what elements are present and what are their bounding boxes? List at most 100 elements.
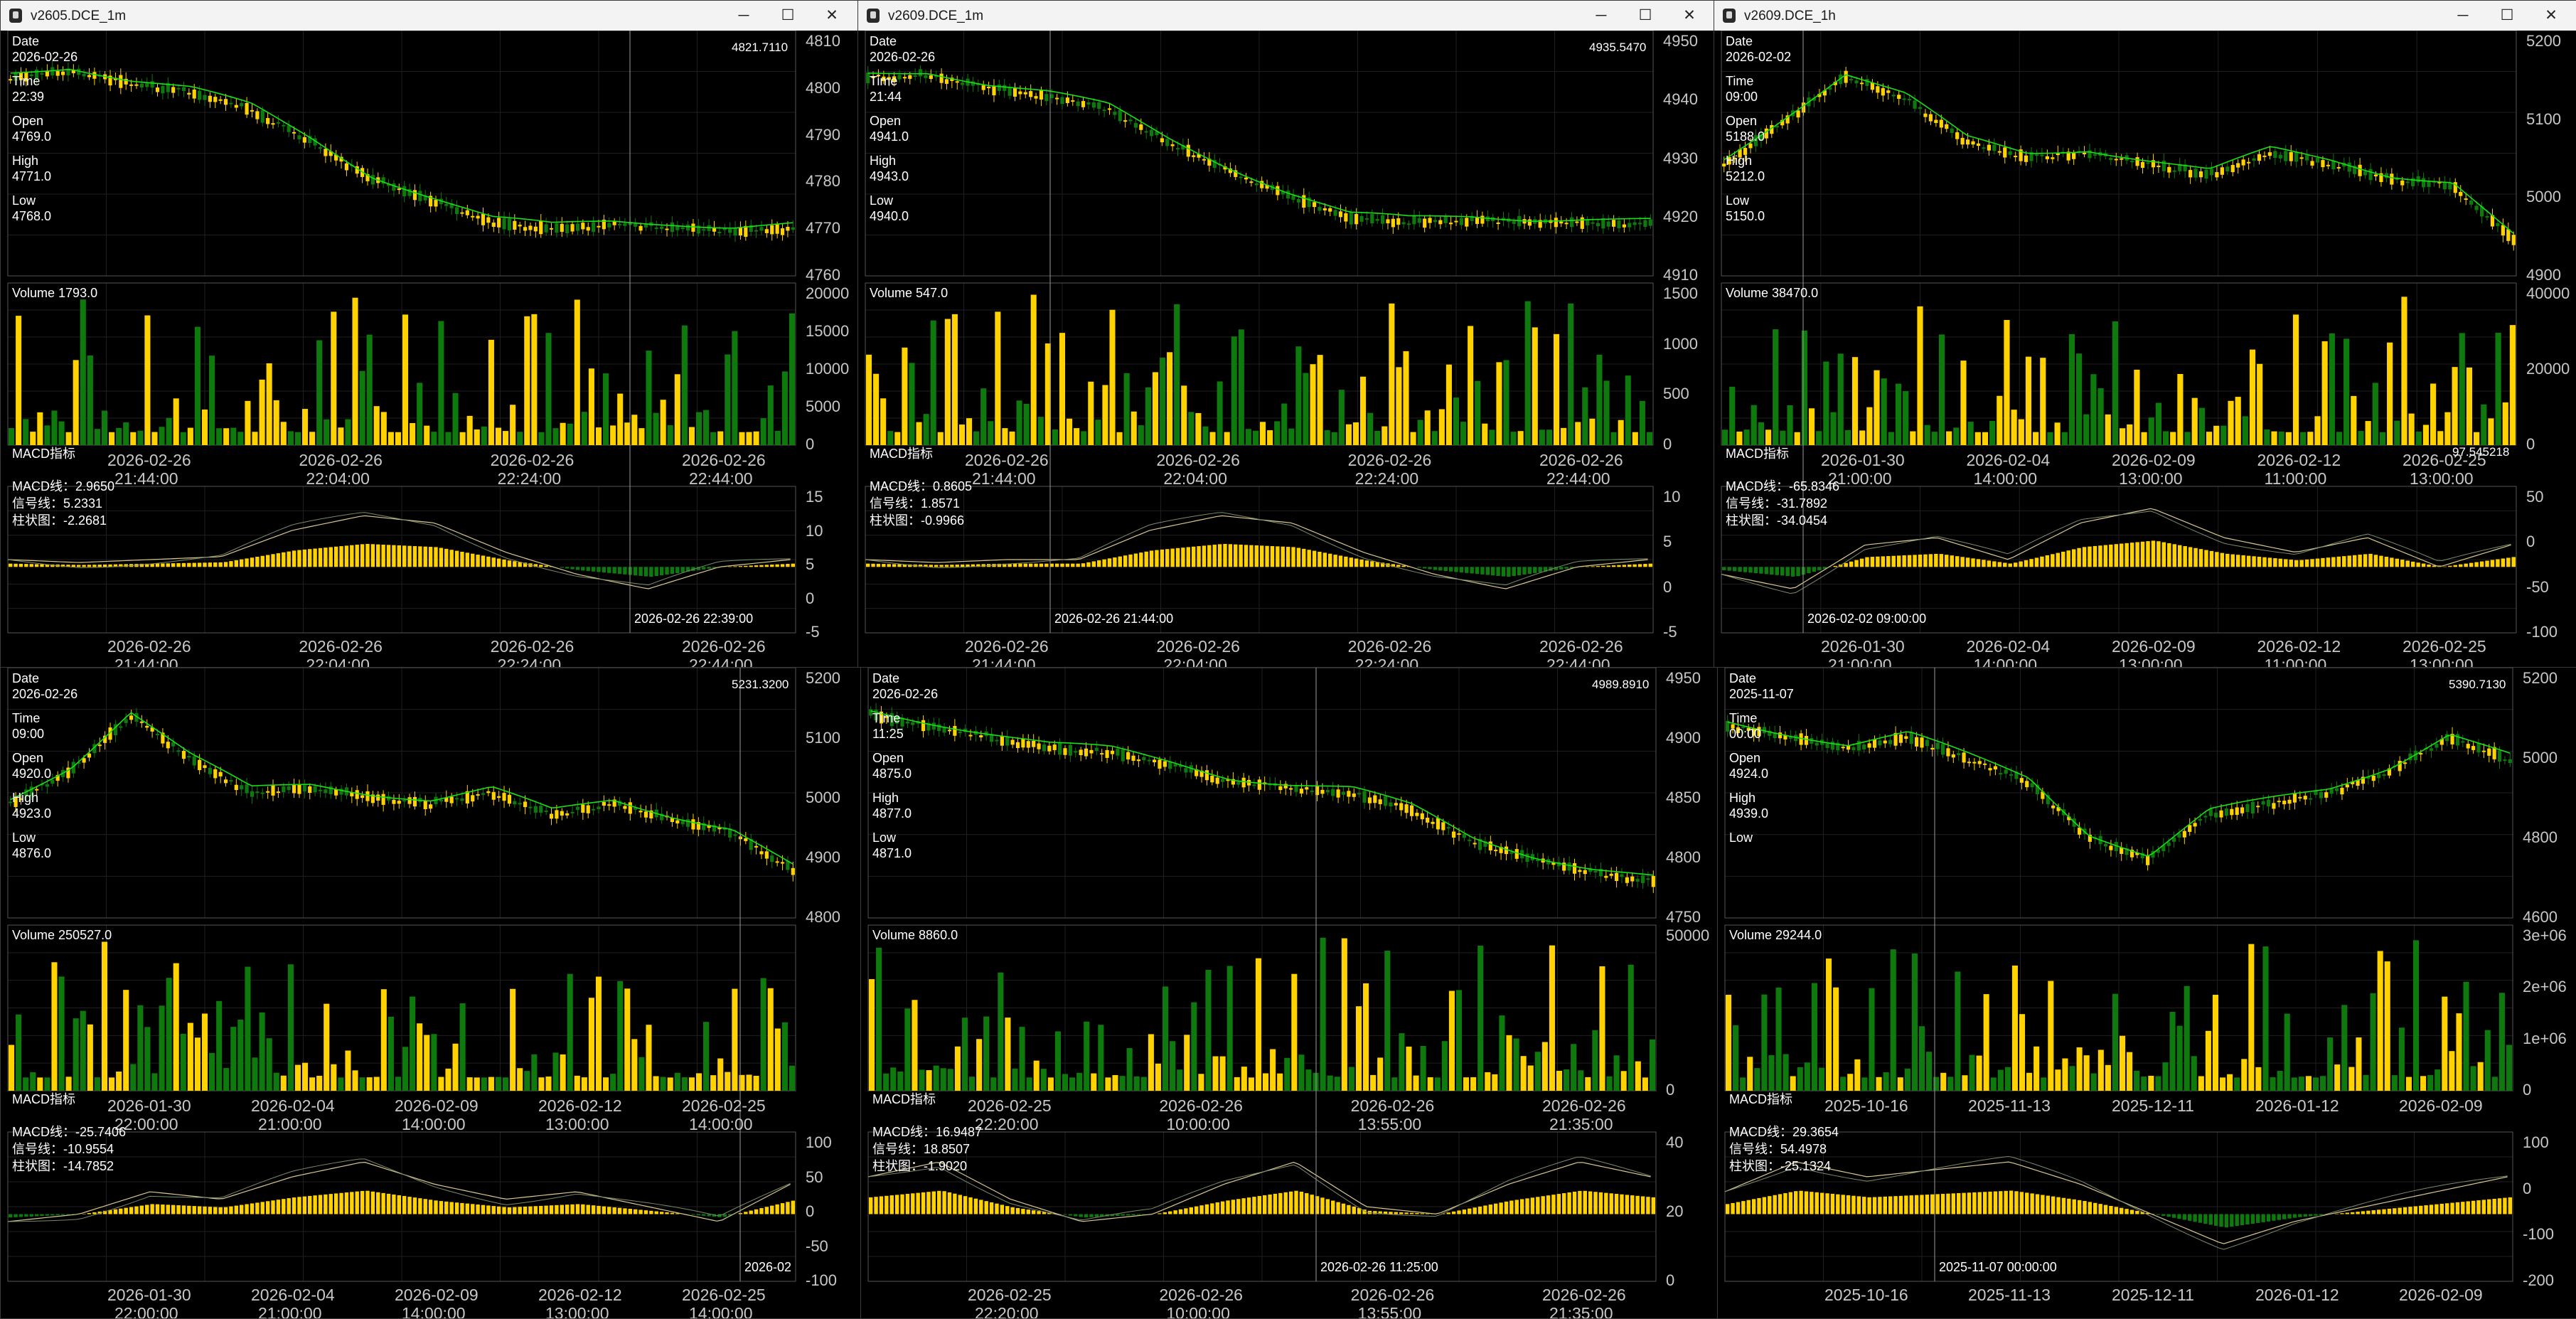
info-high-label: High [1726, 153, 1791, 169]
macd-bar [890, 1195, 894, 1214]
maximize-button[interactable]: ☐ [2486, 1, 2528, 31]
close-button[interactable]: ✕ [1668, 1, 1711, 31]
volume-bar [2378, 951, 2383, 1091]
macd-bar [413, 546, 417, 567]
candle [1118, 110, 1122, 121]
maximize-button[interactable]: ☐ [1624, 1, 1667, 31]
macd-bar [2025, 1192, 2029, 1214]
volume-bar [789, 1066, 795, 1091]
macd-bar [1307, 550, 1310, 567]
macd-bar [1216, 1202, 1219, 1214]
minimize-button[interactable]: ─ [722, 1, 765, 31]
candle [203, 95, 206, 100]
macd-bar [2416, 562, 2420, 567]
minimize-button[interactable]: ─ [2442, 1, 2484, 31]
x-axis-tick-time: 13:00:00 [2410, 469, 2474, 488]
macd-bar [749, 565, 753, 567]
volume-bar [1163, 986, 1168, 1091]
macd-bar [387, 545, 390, 567]
candle [776, 225, 779, 234]
macd-bar [2193, 548, 2197, 567]
volume-bar [574, 1076, 580, 1091]
candle [250, 110, 254, 112]
minimize-button[interactable]: ─ [1580, 1, 1623, 31]
macd-bar [2347, 555, 2351, 567]
volume-bar [869, 979, 875, 1091]
candle [1862, 744, 1866, 749]
candle [523, 801, 527, 807]
candle [607, 804, 611, 806]
volume-bar [1069, 1077, 1075, 1091]
volume-bar [1396, 367, 1401, 445]
chart-svg[interactable] [1714, 31, 2576, 668]
macd-bar [2078, 1200, 2081, 1214]
volume-bar [151, 432, 157, 445]
volume-bar [1318, 355, 1323, 445]
macd-bar [2337, 557, 2341, 567]
macd-bar [1454, 567, 1458, 572]
volume-axis-tick: 1e+06 [2523, 1030, 2567, 1048]
window-titlebar[interactable]: v2605.DCE_1m ─☐✕ [1, 1, 857, 31]
close-button[interactable]: ✕ [811, 1, 853, 31]
volume-bar [2084, 1055, 2090, 1091]
candle [945, 79, 948, 84]
chart-svg[interactable] [1718, 668, 2576, 1318]
macd-bar [602, 1207, 606, 1214]
macd-bar [948, 1192, 951, 1214]
close-button[interactable]: ✕ [2530, 1, 2572, 31]
macd-bar [1102, 560, 1106, 567]
window-titlebar[interactable]: v2609.DCE_1m─☐✕ [858, 1, 1715, 31]
chart-svg[interactable] [858, 31, 1715, 668]
volume-bar [754, 1076, 759, 1091]
candle [2403, 762, 2407, 764]
maximize-button[interactable]: ☐ [766, 1, 809, 31]
macd-bar [963, 1196, 967, 1214]
x-axis-tick-date: 2026-02-26 [107, 451, 191, 470]
volume-bar [966, 418, 972, 445]
macd-bar [1268, 1195, 1271, 1214]
macd-bar [250, 557, 254, 567]
macd-bar [35, 1214, 38, 1217]
volume-bar [1138, 425, 1144, 445]
volume-bar [2019, 1014, 2025, 1091]
macd-x-axis-tick-date: 2026-02-09 [2112, 637, 2196, 656]
candle [1899, 735, 1903, 743]
histogram-value: 柱状图：-34.0454 [1726, 511, 1827, 529]
candle [2422, 178, 2425, 187]
x-axis-tick-time: 22:04:00 [1163, 469, 1227, 488]
macd-bar [1893, 1196, 1897, 1214]
candle [1628, 223, 1631, 228]
chart-svg[interactable] [1, 668, 861, 1318]
candle [1652, 876, 1655, 887]
chart-svg[interactable] [861, 668, 1718, 1318]
window-title: v2605.DCE_1m [31, 9, 126, 24]
volume-bar [2351, 396, 2356, 445]
candle [587, 227, 590, 230]
price-axis-tick: 4930 [1663, 149, 1698, 168]
macd-bar [492, 1206, 496, 1214]
macd-bar [2162, 543, 2166, 567]
chart-svg[interactable] [1, 31, 857, 668]
candle [587, 806, 590, 813]
window-titlebar[interactable]: v2609.DCE_1h─☐✕ [1714, 1, 2576, 31]
candle [1108, 108, 1111, 110]
volume-bar [653, 413, 659, 445]
macd-bar [502, 1207, 506, 1214]
candle [1423, 218, 1426, 228]
candle [639, 811, 643, 812]
macd-bar [660, 567, 663, 575]
macd-bar [1810, 1192, 1813, 1214]
